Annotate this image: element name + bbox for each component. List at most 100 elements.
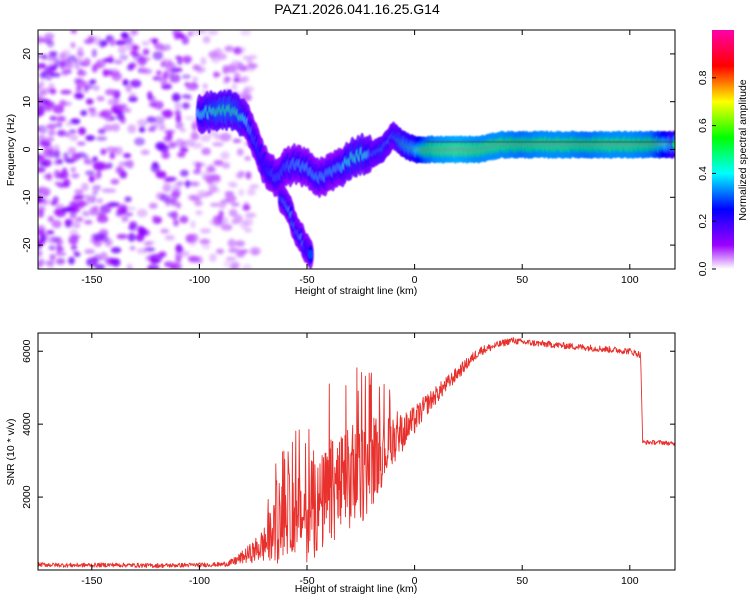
noise-speckle: [72, 222, 81, 229]
noise-speckle: [65, 61, 74, 70]
noise-speckle: [189, 195, 198, 202]
noise-speckle: [124, 196, 132, 203]
noise-speckle: [191, 130, 199, 140]
noise-speckle: [162, 44, 172, 51]
noise-speckle: [47, 215, 55, 223]
noise-speckle: [131, 44, 140, 52]
noise-speckle: [59, 99, 67, 107]
noise-speckle: [109, 116, 116, 121]
noise-speckle: [194, 200, 203, 207]
noise-speckle: [48, 51, 58, 57]
noise-speckle: [96, 136, 108, 141]
noise-speckle: [160, 61, 166, 68]
noise-speckle: [248, 54, 258, 60]
noise-speckle: [161, 81, 172, 91]
noise-speckle: [77, 57, 83, 64]
noise-speckle: [142, 48, 150, 56]
noise-speckle: [200, 171, 212, 178]
x-tick-label: 0: [412, 274, 418, 286]
noise-speckle: [208, 164, 215, 173]
noise-speckle: [152, 38, 158, 45]
noise-speckle: [131, 52, 141, 58]
noise-speckle: [77, 199, 86, 208]
noise-speckle: [243, 87, 251, 96]
noise-speckle: [115, 166, 124, 175]
noise-speckle: [136, 247, 148, 254]
snr-y-axis-label: SNR (10 * v/v): [5, 418, 17, 485]
y-tick-label: 6000: [21, 339, 33, 363]
noise-speckle: [66, 55, 78, 64]
noise-speckle: [128, 96, 138, 103]
noise-speckle: [246, 188, 256, 196]
noise-speckle: [201, 243, 211, 250]
noise-speckle: [228, 247, 240, 254]
noise-speckle: [70, 30, 77, 34]
noise-speckle: [227, 238, 236, 248]
noise-speckle: [38, 195, 43, 204]
noise-speckle: [232, 138, 242, 143]
colorbar-tick-label: 0.2: [697, 214, 709, 229]
noise-speckle: [38, 208, 44, 218]
noise-speckle: [96, 215, 109, 224]
noise-speckle: [70, 234, 81, 239]
noise-speckle: [205, 191, 213, 196]
noise-speckle: [152, 50, 164, 61]
noise-speckle: [77, 68, 84, 75]
noise-speckle: [169, 73, 181, 83]
colorbar-tick-label: 0.4: [697, 166, 709, 181]
noise-speckle: [181, 94, 192, 99]
noise-speckle: [70, 41, 76, 49]
noise-speckle: [38, 125, 42, 132]
noise-speckle: [225, 256, 237, 261]
noise-speckle: [180, 250, 190, 257]
noise-speckle: [117, 104, 125, 110]
noise-speckle: [49, 253, 56, 261]
noise-speckle: [188, 233, 199, 243]
noise-speckle: [73, 92, 83, 100]
noise-speckle: [252, 249, 259, 255]
y-tick-label: -20: [21, 237, 33, 252]
noise-speckle: [38, 249, 43, 258]
noise-speckle: [244, 212, 257, 218]
noise-speckle: [49, 115, 58, 122]
x-tick-label: 100: [621, 575, 639, 587]
noise-speckle: [102, 124, 114, 132]
snr-panel: -150 -100 -50 0 50 100 2000 4000 6000 Height of …: [5, 332, 676, 595]
noise-speckle: [88, 175, 95, 183]
noise-speckle: [216, 248, 225, 255]
noise-speckle: [43, 173, 52, 180]
spectrogram-ridge: [196, 89, 675, 269]
x-tick-label: -100: [189, 575, 210, 587]
noise-speckle: [242, 203, 251, 211]
noise-speckle: [85, 170, 96, 176]
noise-speckle: [173, 219, 180, 227]
noise-speckle: [46, 76, 52, 81]
noise-speckle: [98, 39, 107, 48]
noise-speckle: [83, 57, 91, 65]
noise-speckle: [167, 211, 174, 218]
noise-speckle: [106, 69, 113, 77]
x-tick-label: -150: [81, 274, 102, 286]
noise-speckle: [175, 114, 182, 123]
noise-speckle: [190, 220, 196, 229]
noise-speckle: [122, 80, 129, 87]
noise-speckle: [68, 206, 80, 214]
noise-speckle: [111, 123, 121, 132]
noise-speckle: [179, 128, 187, 133]
noise-speckle: [150, 163, 161, 173]
noise-speckle: [44, 32, 55, 40]
noise-speckle: [152, 215, 158, 221]
noise-speckle: [67, 147, 77, 155]
noise-speckle: [73, 252, 81, 257]
noise-speckle: [110, 246, 122, 254]
colorbar-tick-label: 0.8: [697, 70, 709, 85]
noise-speckle: [76, 86, 82, 91]
noise-speckle: [166, 130, 173, 140]
noise-speckle: [200, 134, 211, 142]
x-tick-label: -150: [81, 575, 102, 587]
noise-speckle: [93, 173, 100, 181]
noise-speckle: [244, 228, 253, 233]
noise-speckle: [47, 124, 57, 130]
